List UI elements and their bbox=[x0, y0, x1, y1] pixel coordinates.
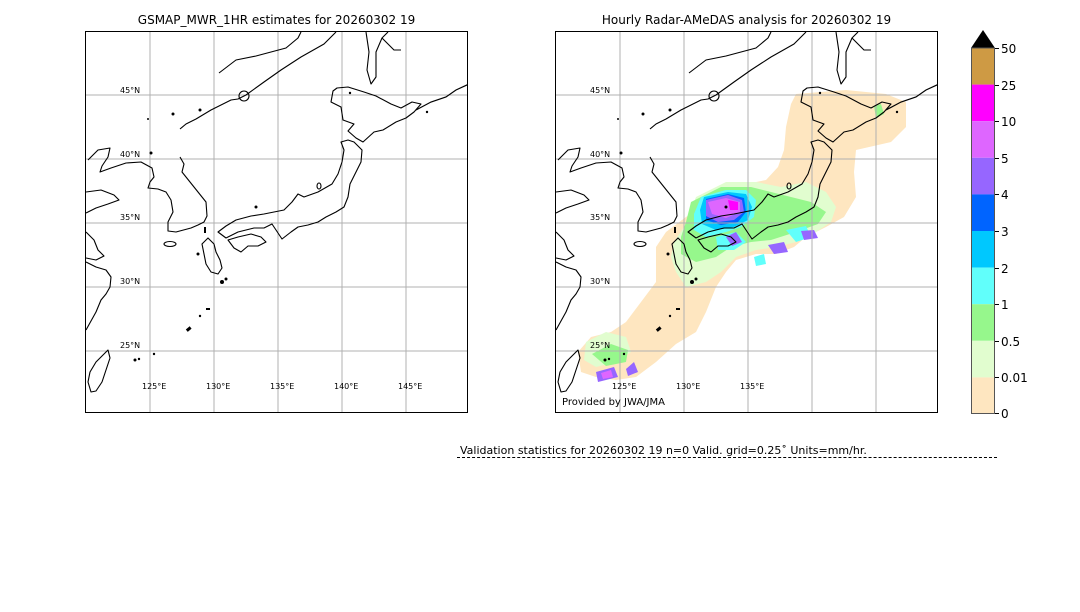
lat-label-30: 30°N bbox=[120, 277, 141, 286]
colorbar-tick bbox=[995, 121, 999, 122]
colorbar bbox=[971, 30, 995, 414]
colorbar-tick bbox=[995, 48, 999, 49]
lon-label-135: 135°E bbox=[740, 382, 765, 391]
precip-layer bbox=[578, 90, 906, 382]
left-map-canvas bbox=[86, 32, 467, 412]
lat-label-30: 30°N bbox=[590, 277, 611, 286]
lat-label-25: 25°N bbox=[120, 341, 141, 350]
colorbar-tick bbox=[995, 341, 999, 342]
colorbar-tick bbox=[995, 158, 999, 159]
colorbar-tick bbox=[995, 194, 999, 195]
lat-label-40: 40°N bbox=[120, 150, 141, 159]
right-map-canvas bbox=[556, 32, 937, 412]
coastlines bbox=[556, 32, 892, 393]
colorbar-label-0: 0 bbox=[1001, 407, 1009, 421]
colorbar-tick bbox=[995, 413, 999, 414]
lat-label-40: 40°N bbox=[590, 150, 611, 159]
colorbar-label-0-5: 0.5 bbox=[1001, 335, 1021, 349]
left-map: 45°N 40°N 35°N 30°N 25°N 125°E 130°E 135… bbox=[85, 31, 468, 413]
colorbar-label-5: 5 bbox=[1001, 152, 1009, 166]
small-islands bbox=[603, 84, 937, 362]
lon-label-130: 130°E bbox=[206, 382, 231, 391]
coastlines bbox=[86, 32, 422, 393]
colorbar-label-2: 2 bbox=[1001, 262, 1009, 276]
lat-label-45: 45°N bbox=[120, 86, 141, 95]
colorbar-tick bbox=[995, 304, 999, 305]
lat-label-45: 45°N bbox=[590, 86, 611, 95]
colorbar-extend-arrow bbox=[971, 30, 995, 48]
colorbar-canvas bbox=[971, 30, 995, 414]
colorbar-label-1: 1 bbox=[1001, 298, 1009, 312]
lon-label-145: 145°E bbox=[398, 382, 423, 391]
lon-label-140: 140°E bbox=[334, 382, 359, 391]
lon-label-130: 130°E bbox=[676, 382, 701, 391]
colorbar-tick bbox=[995, 268, 999, 269]
colorbar-label-0-01: 0.01 bbox=[1001, 371, 1028, 385]
colorbar-label-4: 4 bbox=[1001, 188, 1009, 202]
right-map-title: Hourly Radar-AMeDAS analysis for 2026030… bbox=[601, 13, 892, 27]
colorbar-label-3: 3 bbox=[1001, 225, 1009, 239]
colorbar-label-10: 10 bbox=[1001, 115, 1017, 129]
colorbar-tick bbox=[995, 377, 999, 378]
lon-label-125: 125°E bbox=[142, 382, 167, 391]
gridlines bbox=[86, 32, 467, 412]
right-map: 45°N 40°N 35°N 30°N 25°N 125°E 130°E 135… bbox=[555, 31, 938, 413]
colorbar-tick bbox=[995, 231, 999, 232]
gridlines bbox=[556, 32, 937, 412]
left-map-title: GSMAP_MWR_1HR estimates for 20260302 19 bbox=[137, 13, 416, 27]
lat-label-25: 25°N bbox=[590, 341, 611, 350]
validation-divider bbox=[457, 457, 997, 458]
colorbar-label-25: 25 bbox=[1001, 79, 1017, 93]
lon-label-125: 125°E bbox=[612, 382, 637, 391]
lon-label-135: 135°E bbox=[270, 382, 295, 391]
colorbar-label-50: 50 bbox=[1001, 42, 1017, 56]
lat-label-35: 35°N bbox=[590, 213, 611, 222]
lat-label-35: 35°N bbox=[120, 213, 141, 222]
colorbar-tick bbox=[995, 85, 999, 86]
small-islands bbox=[133, 84, 467, 362]
validation-statistics: Validation statistics for 20260302 19 n=… bbox=[460, 444, 867, 457]
data-credit: Provided by JWA/JMA bbox=[562, 397, 665, 408]
